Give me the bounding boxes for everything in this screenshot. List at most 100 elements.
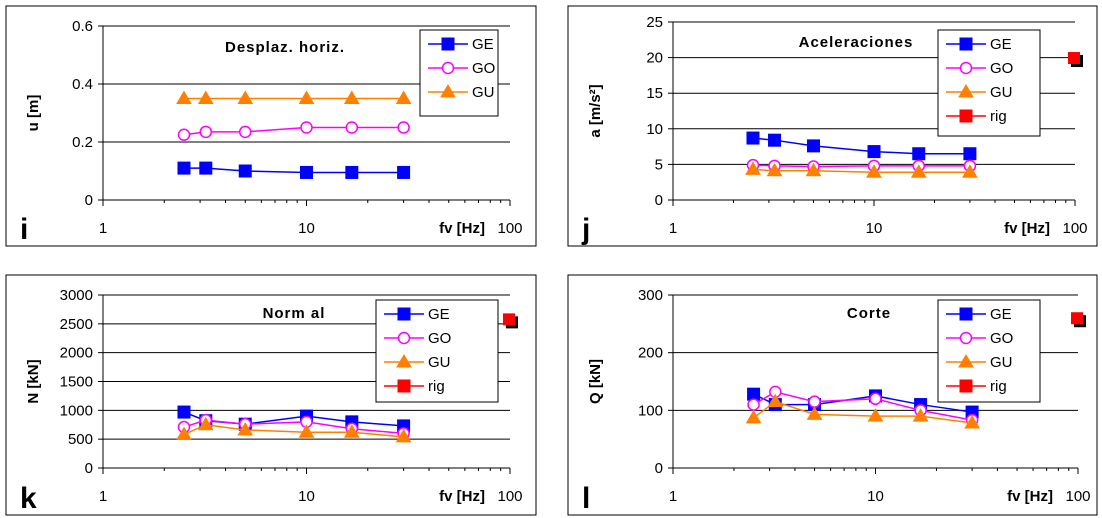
series-go xyxy=(177,121,410,141)
data-point xyxy=(237,421,254,436)
legend-item-go: GO xyxy=(384,330,451,347)
x-tick-label: 1 xyxy=(99,220,107,237)
series-rig xyxy=(1071,312,1086,328)
x-tick-label: 10 xyxy=(867,488,884,505)
legend-label: GE xyxy=(428,306,450,323)
data-point xyxy=(869,392,882,406)
y-axis-label: a [m/s²] xyxy=(587,84,604,137)
data-point xyxy=(300,121,313,134)
data-point xyxy=(962,164,978,178)
legend-marker xyxy=(397,307,411,321)
y-tick-label: 0 xyxy=(85,192,93,209)
legend-marker xyxy=(441,37,455,51)
chart-title: Desplaz. horiz. xyxy=(225,39,345,56)
y-tick-label: 0 xyxy=(655,460,663,477)
legend-marker xyxy=(958,84,974,98)
data-point xyxy=(806,406,823,420)
data-point xyxy=(237,90,254,104)
data-point xyxy=(866,164,882,178)
data-point xyxy=(298,90,315,104)
legend-marker xyxy=(959,379,973,393)
series-line xyxy=(752,137,970,155)
x-tick-label: 1 xyxy=(99,488,107,505)
legend-label: rig xyxy=(990,108,1007,125)
panel-letter: j xyxy=(581,213,590,246)
legend-label: GU xyxy=(990,84,1013,101)
data-point xyxy=(1068,52,1080,65)
legend-box xyxy=(375,299,499,403)
series-line xyxy=(753,400,973,424)
legend-label: GE xyxy=(990,36,1012,53)
data-point xyxy=(963,147,977,161)
legend-label: GE xyxy=(472,36,494,53)
y-tick-label: 5 xyxy=(655,156,663,173)
chart-title: Aceleraciones xyxy=(799,34,914,51)
x-tick-label: 1 xyxy=(669,488,677,505)
x-tick-label: 10 xyxy=(298,488,315,505)
y-axis-label: u [m] xyxy=(25,95,42,132)
data-point xyxy=(343,90,360,104)
x-axis-label: fv [Hz] xyxy=(439,220,485,237)
series-rig xyxy=(503,313,518,329)
x-axis-label: fv [Hz] xyxy=(1004,220,1050,237)
data-point xyxy=(199,125,213,139)
legend-label: GO xyxy=(428,330,451,347)
legend: GE GO GU rig xyxy=(937,29,1041,137)
chart-panel-i: 0 0.2 0.4 0.6 1 10 100 fv [Hz] u [m] i Desplaz. ho… xyxy=(5,5,537,247)
data-point xyxy=(395,428,412,443)
y-tick-label: 15 xyxy=(646,85,663,102)
data-point xyxy=(345,165,359,179)
legend-marker xyxy=(959,109,973,123)
y-axis-label: Q [kN] xyxy=(587,359,604,404)
data-point xyxy=(397,121,410,134)
legend-marker xyxy=(959,331,973,345)
data-point xyxy=(197,416,214,431)
y-tick-label: 200 xyxy=(638,345,663,362)
y-tick-label: 2500 xyxy=(60,316,93,333)
legend: GE GO GU rig xyxy=(375,299,499,403)
legend-label: GE xyxy=(990,306,1012,323)
chart-title: Norm al xyxy=(263,305,326,322)
legend-item-go: GO xyxy=(946,60,1013,77)
y-tick-label: 300 xyxy=(638,287,663,304)
data-point xyxy=(806,139,820,153)
data-point xyxy=(805,162,822,177)
data-point xyxy=(238,164,252,178)
chart-panel-k: 0 500 1000 1500 2000 2500 3000 1 10 100 fv [Hz] N [… xyxy=(5,274,537,516)
y-tick-label: 500 xyxy=(68,431,93,448)
legend-label: GU xyxy=(472,84,495,101)
data-point xyxy=(746,131,760,145)
series-line xyxy=(183,411,404,427)
legend-item-go: GO xyxy=(428,60,495,77)
panel-letter: k xyxy=(20,482,37,515)
data-point xyxy=(298,424,315,438)
data-point xyxy=(199,161,213,175)
data-point xyxy=(745,161,761,175)
series-gu xyxy=(176,90,412,104)
y-tick-label: 100 xyxy=(638,402,663,419)
legend-label: GO xyxy=(990,330,1013,347)
data-point xyxy=(176,90,192,104)
legend-marker xyxy=(959,37,973,51)
legend-marker xyxy=(958,354,974,368)
legend: GE GO GU rig xyxy=(937,299,1041,403)
legend-label: GO xyxy=(990,60,1013,77)
x-tick-label: 100 xyxy=(497,220,522,237)
legend-marker xyxy=(959,61,973,75)
data-point xyxy=(397,165,411,179)
series-gu xyxy=(745,393,980,429)
y-tick-label: 1000 xyxy=(60,402,93,419)
x-tick-label: 100 xyxy=(497,488,522,505)
data-point xyxy=(745,409,762,424)
legend-label: rig xyxy=(990,378,1007,395)
legend-marker xyxy=(397,379,411,393)
legend-label: GU xyxy=(428,354,451,371)
x-tick-label: 1 xyxy=(669,220,677,237)
data-point xyxy=(503,313,515,326)
x-tick-label: 10 xyxy=(298,220,315,237)
panel-letter: i xyxy=(20,213,28,246)
y-tick-label: 0 xyxy=(655,192,663,209)
legend-item-gu: GU xyxy=(384,354,451,371)
data-point xyxy=(177,128,191,141)
